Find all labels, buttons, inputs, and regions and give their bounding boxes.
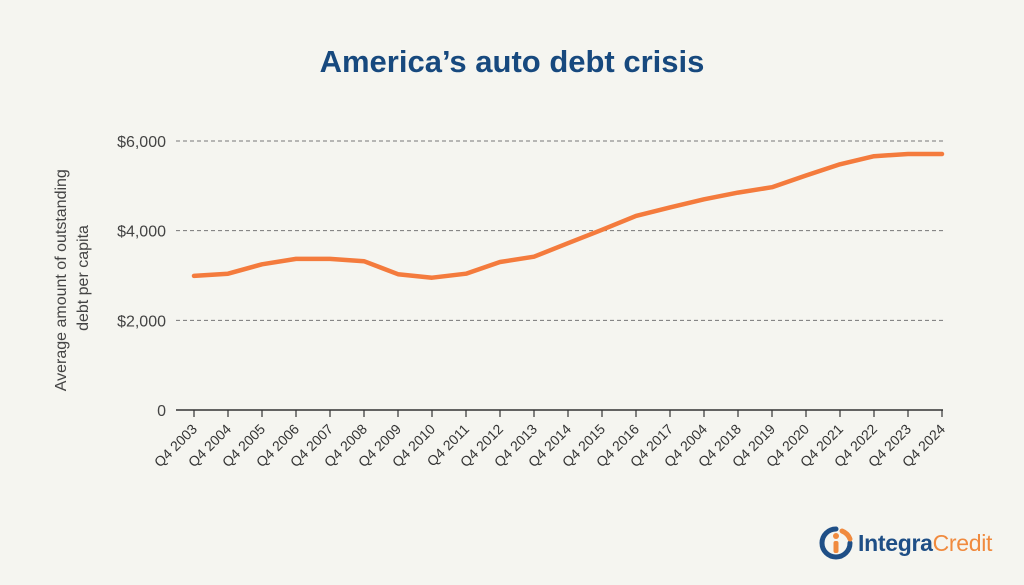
brand-name-part-2: Credit xyxy=(932,529,993,556)
y-tick-label: $6,000 xyxy=(117,134,166,151)
brand-logo: IntegraCredit xyxy=(818,524,992,562)
y-axis-label-line-2: debt per capita xyxy=(75,225,92,331)
integra-credit-logo-icon xyxy=(819,526,853,560)
y-axis-label-line-1: Average amount of outstanding xyxy=(53,169,70,391)
brand-name: IntegraCredit xyxy=(858,530,992,557)
y-tick-label: $2,000 xyxy=(117,313,166,330)
y-tick-labels: 0 $2,000 $4,000 $6,000 xyxy=(117,134,166,420)
gridlines xyxy=(176,140,943,321)
series-line-group xyxy=(191,151,945,280)
chart-title: America’s auto debt crisis xyxy=(319,44,705,79)
y-tick-label: 0 xyxy=(157,403,166,420)
y-tick-label: $4,000 xyxy=(117,224,166,241)
brand-name-part-1: Integra xyxy=(858,529,933,556)
y-axis-label: Average amount of outstanding debt per c… xyxy=(53,165,92,392)
series-line xyxy=(191,151,945,280)
